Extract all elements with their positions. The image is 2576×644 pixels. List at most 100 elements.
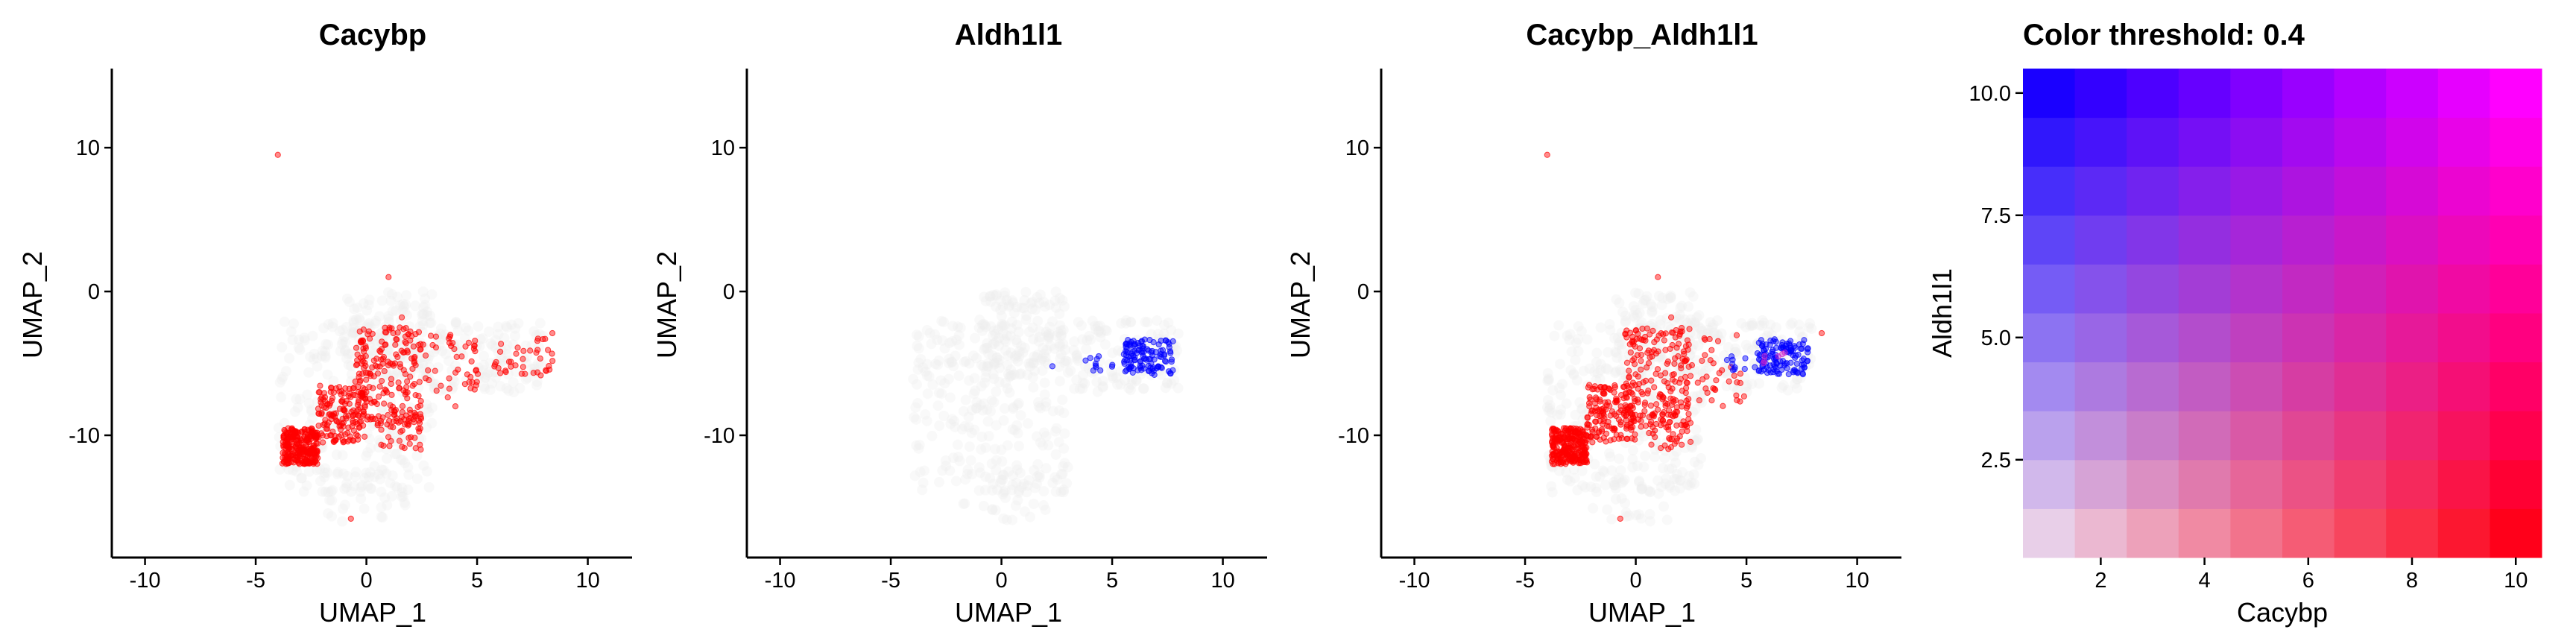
background-cell bbox=[1693, 459, 1704, 470]
background-cell bbox=[908, 373, 919, 385]
cell-point bbox=[449, 339, 456, 347]
background-cell bbox=[1041, 463, 1052, 474]
background-cell bbox=[386, 490, 397, 502]
background-cell bbox=[1038, 297, 1049, 308]
background-cell bbox=[1071, 374, 1082, 385]
background-cell bbox=[991, 301, 1002, 312]
background-cell bbox=[1690, 404, 1701, 415]
background-cell bbox=[1161, 378, 1172, 389]
background-cell bbox=[374, 329, 385, 340]
background-cell bbox=[323, 319, 334, 330]
background-cell bbox=[373, 469, 384, 480]
cell-point bbox=[1606, 423, 1612, 430]
cell-point bbox=[1799, 371, 1806, 378]
background-cell bbox=[342, 348, 353, 359]
background-cell bbox=[1542, 367, 1553, 379]
background-cell bbox=[1670, 457, 1681, 468]
background-cell bbox=[346, 369, 357, 380]
background-cell bbox=[308, 353, 319, 364]
background-cell bbox=[1797, 331, 1808, 342]
background-cell bbox=[1702, 354, 1713, 365]
cell-point bbox=[1733, 392, 1740, 399]
background-cell bbox=[1566, 346, 1577, 357]
background-cell bbox=[982, 342, 993, 353]
background-cell bbox=[976, 325, 988, 336]
background-cell bbox=[1636, 483, 1647, 494]
background-cell bbox=[1007, 295, 1018, 306]
background-cell bbox=[1013, 326, 1024, 338]
background-cell bbox=[1628, 301, 1639, 312]
cell-point bbox=[1673, 422, 1680, 429]
cell-point bbox=[1650, 413, 1658, 420]
background-cell bbox=[346, 486, 357, 497]
background-cell bbox=[291, 394, 302, 405]
background-cell bbox=[1803, 322, 1814, 333]
cell-point bbox=[1694, 379, 1701, 386]
cell-point bbox=[407, 373, 414, 380]
background-cell bbox=[395, 300, 406, 311]
background-cell bbox=[1007, 479, 1018, 490]
cell-point bbox=[530, 370, 537, 376]
cell-point bbox=[404, 349, 411, 356]
background-cell bbox=[397, 482, 408, 493]
cell-point bbox=[444, 394, 451, 401]
background-cell bbox=[1711, 334, 1722, 345]
background-cell bbox=[395, 331, 406, 342]
color-cell bbox=[2023, 459, 2076, 509]
cell-point bbox=[1646, 414, 1652, 420]
background-cell bbox=[1630, 510, 1641, 521]
background-cell bbox=[1695, 364, 1706, 376]
background-cell bbox=[1125, 316, 1136, 327]
cell-point bbox=[1624, 435, 1631, 442]
cell-point bbox=[380, 442, 387, 449]
background-cell bbox=[1034, 332, 1045, 343]
background-cell bbox=[976, 432, 988, 443]
color-cell bbox=[2334, 69, 2387, 119]
background-cell bbox=[409, 337, 420, 348]
background-cell bbox=[339, 483, 350, 494]
cell-point bbox=[1092, 362, 1099, 369]
background-cell bbox=[988, 289, 999, 300]
background-cell bbox=[1000, 336, 1011, 347]
background-cell bbox=[985, 296, 997, 307]
background-cell bbox=[1542, 394, 1553, 405]
background-cell bbox=[509, 330, 520, 341]
cell-point bbox=[323, 426, 329, 432]
background-cell bbox=[1682, 318, 1693, 329]
background-cell bbox=[1582, 334, 1593, 345]
background-cell bbox=[397, 455, 408, 466]
color-cell bbox=[2178, 215, 2231, 265]
background-cell bbox=[920, 366, 931, 377]
background-cell bbox=[1634, 307, 1645, 318]
background-cell bbox=[973, 462, 985, 473]
background-cell bbox=[1632, 426, 1644, 438]
cell-point bbox=[1582, 452, 1589, 459]
background-cell bbox=[1120, 375, 1131, 386]
background-cell bbox=[496, 344, 507, 356]
background-cell bbox=[940, 455, 951, 466]
cell-point bbox=[354, 351, 361, 358]
background-cell bbox=[1116, 318, 1127, 329]
background-cell bbox=[402, 353, 413, 364]
cell-point bbox=[1649, 353, 1655, 360]
cell-point bbox=[386, 417, 393, 424]
background-cell bbox=[1077, 383, 1088, 394]
cell-point bbox=[1685, 416, 1692, 423]
background-cell bbox=[1007, 514, 1018, 525]
background-cell bbox=[514, 382, 525, 394]
background-cell bbox=[399, 300, 410, 312]
background-cell bbox=[1677, 467, 1688, 478]
background-cell bbox=[1651, 324, 1662, 335]
background-cell bbox=[997, 319, 1008, 330]
cell-point bbox=[1672, 412, 1679, 419]
cell-point bbox=[1769, 350, 1776, 357]
background-cell bbox=[914, 439, 925, 450]
cell-point bbox=[1672, 355, 1679, 362]
color-cell bbox=[2437, 313, 2490, 363]
background-cell bbox=[918, 477, 929, 488]
cell-point bbox=[1651, 384, 1658, 391]
background-cell bbox=[1058, 487, 1069, 498]
background-cell bbox=[320, 486, 331, 497]
cell-point bbox=[1120, 351, 1127, 358]
background-cell bbox=[1565, 364, 1576, 376]
